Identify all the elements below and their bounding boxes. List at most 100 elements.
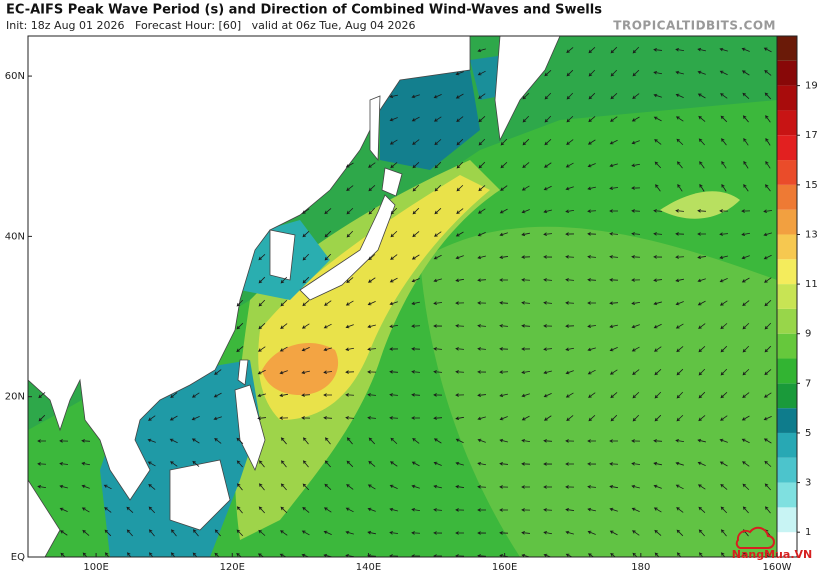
arrow [721, 183, 727, 192]
arrow [543, 185, 552, 191]
arrow [609, 484, 619, 489]
arrow [631, 301, 641, 306]
arrow [213, 416, 222, 421]
arrow [500, 161, 508, 169]
lon-label: 160W [763, 562, 792, 573]
arrow [565, 209, 575, 214]
arrow [367, 300, 376, 306]
arrow [236, 322, 244, 330]
colorbar-segment [777, 184, 797, 210]
arrow [345, 162, 354, 168]
arrow [60, 530, 68, 536]
colorbar-segment [777, 507, 797, 533]
arrow [258, 529, 266, 536]
arrow [346, 277, 354, 284]
arrow [676, 161, 683, 169]
arrow [587, 278, 597, 282]
arrow [257, 416, 267, 420]
arrow [81, 507, 90, 513]
arrow [499, 370, 509, 374]
arrow [653, 323, 662, 329]
colorbar-segment [777, 85, 797, 111]
arrow [367, 484, 376, 490]
lat-label: 40N [5, 231, 25, 242]
arrow [126, 552, 132, 557]
arrow [126, 529, 133, 537]
arrow [367, 370, 377, 374]
arrow [587, 485, 597, 489]
arrow [741, 277, 750, 283]
arrow [301, 347, 310, 352]
arrow [148, 529, 155, 537]
arrow [743, 138, 749, 146]
arrow [147, 438, 156, 443]
arrow [433, 347, 443, 351]
arrow [389, 507, 398, 512]
arrow [587, 324, 597, 328]
arrow [565, 462, 574, 466]
arrow [587, 507, 596, 512]
arrow [697, 438, 706, 443]
arrow [521, 508, 531, 512]
arrow [389, 117, 398, 122]
arrow [610, 116, 618, 122]
arrow [301, 323, 310, 329]
arrow [764, 483, 771, 491]
arrow [104, 529, 112, 537]
arrow [720, 345, 728, 353]
arrow [587, 462, 597, 466]
arrow [477, 324, 487, 328]
arrow [411, 416, 421, 420]
arrow [192, 460, 200, 467]
arrow [258, 506, 265, 514]
arrow [499, 508, 509, 512]
arrow [477, 278, 487, 282]
arrow [587, 186, 596, 191]
watermark: NangMua.VN [732, 526, 812, 561]
arrow [521, 485, 531, 489]
arrow [631, 462, 641, 466]
arrow [279, 346, 288, 352]
arrow [742, 368, 750, 376]
arrow [720, 115, 728, 123]
arrow [743, 184, 749, 192]
arrow [631, 209, 641, 213]
arrow [81, 439, 91, 443]
arrow [544, 70, 552, 77]
arrow [632, 46, 640, 54]
arrow [477, 347, 487, 351]
arrow [500, 185, 508, 191]
arrow [411, 116, 420, 122]
arrow [543, 439, 553, 443]
arrow [214, 369, 222, 375]
arrow [677, 183, 683, 192]
shade-zone [420, 226, 777, 557]
arrow [609, 209, 619, 213]
arrow [455, 438, 464, 444]
arrow [258, 254, 266, 261]
arrow [367, 507, 376, 512]
arrow [170, 392, 178, 399]
lon-label: 120E [220, 562, 245, 573]
colorbar-segment [777, 308, 797, 334]
arrow [676, 414, 684, 422]
arrow [763, 416, 772, 421]
arrow [631, 278, 641, 282]
arrow [456, 184, 464, 192]
arrow [631, 484, 640, 489]
arrow [478, 161, 486, 169]
arrow [565, 392, 574, 398]
arrow [236, 346, 244, 353]
arrow [302, 460, 309, 468]
arrow [192, 552, 198, 557]
arrow [390, 254, 398, 260]
arrow [743, 160, 749, 169]
arrow [742, 322, 750, 330]
cloud-icon [735, 526, 775, 549]
arrow [764, 345, 772, 353]
arrow [632, 530, 640, 536]
arrow [302, 276, 310, 284]
arrow [433, 370, 443, 374]
arrow [455, 301, 465, 305]
arrow [588, 69, 596, 77]
